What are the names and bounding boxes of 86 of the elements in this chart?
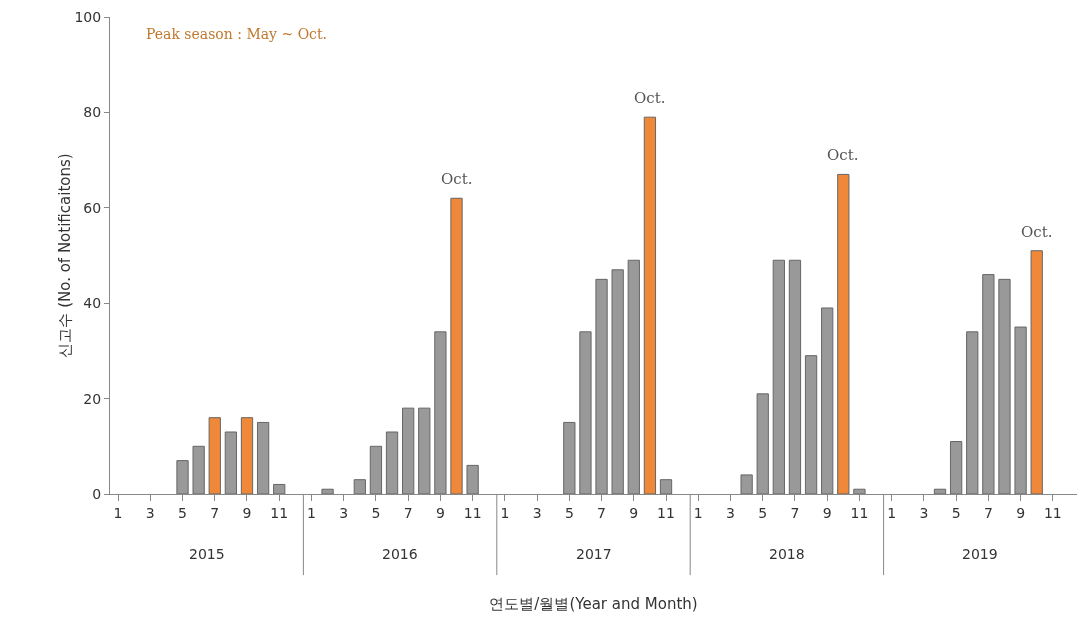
bar xyxy=(837,173,850,494)
x-tick-label: 11 xyxy=(1043,504,1062,521)
y-axis-title: 신고수 (No. of Notificaitons) xyxy=(56,153,74,358)
x-tick-label: 3 xyxy=(339,504,349,521)
bar xyxy=(788,259,802,494)
bar xyxy=(466,464,479,494)
bar xyxy=(966,331,979,494)
annotation: Peak season : May ~ Oct. xyxy=(146,26,328,42)
x-tick-label: 5 xyxy=(951,504,961,521)
bar xyxy=(353,479,366,494)
x-tick-label: 5 xyxy=(178,504,187,521)
bar xyxy=(821,307,834,494)
text: 2015 xyxy=(189,546,225,562)
x-tick-label: 7 xyxy=(790,504,800,521)
bar xyxy=(402,407,415,494)
x-tick-label: 11 xyxy=(463,504,482,521)
y-tick-label: 80 xyxy=(83,104,102,121)
x-tick-label: 11 xyxy=(657,504,675,521)
x-tick-label: 1 xyxy=(113,504,123,521)
bar xyxy=(224,431,238,494)
bar xyxy=(563,421,576,494)
bar xyxy=(595,278,608,494)
y-tick-label: 20 xyxy=(83,390,102,407)
bar xyxy=(1030,250,1043,494)
bar xyxy=(273,483,286,494)
y-tick-label: 60 xyxy=(83,199,102,216)
x-tick-label: 11 xyxy=(270,504,289,521)
text: 2017 xyxy=(576,546,612,562)
x-axis-title: 연도별/월별(Year and Month) xyxy=(489,594,698,613)
bar xyxy=(804,355,818,494)
bar xyxy=(949,441,963,494)
bar xyxy=(659,479,673,494)
annotation: Oct. xyxy=(1021,223,1053,241)
x-tick-label: 9 xyxy=(629,504,639,521)
bar xyxy=(176,460,189,494)
bar xyxy=(369,445,383,494)
bar xyxy=(579,331,592,494)
x-tick-label: 7 xyxy=(983,504,993,521)
bar xyxy=(434,331,447,494)
text: 2016 xyxy=(382,546,418,562)
bar xyxy=(627,259,640,494)
x-tick-label: 1 xyxy=(500,504,510,521)
x-tick-label: 11 xyxy=(850,504,869,521)
bar xyxy=(756,393,769,494)
bar xyxy=(643,116,657,494)
bar xyxy=(450,197,463,494)
x-tick-label: 5 xyxy=(564,504,574,521)
bar xyxy=(998,278,1011,494)
bar xyxy=(853,488,866,494)
x-tick-label: 9 xyxy=(435,504,445,521)
text: 2018 xyxy=(769,546,805,562)
bar xyxy=(385,431,399,494)
bar xyxy=(192,445,205,494)
x-tick-label: 3 xyxy=(145,504,155,521)
x-tick-label: 1 xyxy=(887,504,897,521)
y-tick-label: 100 xyxy=(74,8,102,25)
bar xyxy=(772,259,785,494)
x-tick-label: 7 xyxy=(210,504,220,521)
bar xyxy=(933,488,947,494)
x-tick-label: 7 xyxy=(403,504,413,521)
bar xyxy=(611,269,624,494)
bar xyxy=(418,407,431,494)
y-tick-label: 40 xyxy=(83,295,102,312)
x-tick-label: 1 xyxy=(307,504,316,521)
y-tick-label: 0 xyxy=(92,485,102,502)
x-tick-label: 5 xyxy=(758,504,768,521)
bar xyxy=(982,274,995,494)
bar xyxy=(240,417,254,494)
bar xyxy=(321,488,334,494)
bar xyxy=(1014,326,1027,494)
bar xyxy=(256,421,270,494)
x-tick-label: 3 xyxy=(532,504,542,521)
x-tick-label: 9 xyxy=(1016,504,1026,521)
x-tick-label: 9 xyxy=(242,504,252,521)
x-tick-label: 5 xyxy=(371,504,381,521)
x-tick-label: 3 xyxy=(919,504,929,521)
x-tick-label: 3 xyxy=(726,504,735,521)
bar xyxy=(208,417,221,494)
text: 2019 xyxy=(962,546,998,562)
x-tick-label: 1 xyxy=(693,504,703,521)
annotation: Oct. xyxy=(441,170,473,188)
annotation: Oct. xyxy=(634,89,666,107)
bar xyxy=(740,474,753,494)
x-tick-label: 9 xyxy=(822,504,832,521)
annotation: Oct. xyxy=(827,146,859,164)
x-tick-label: 7 xyxy=(597,504,607,521)
